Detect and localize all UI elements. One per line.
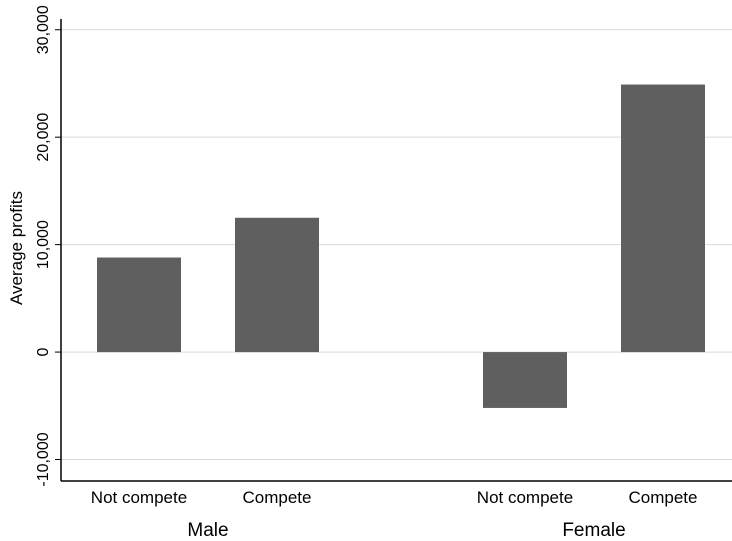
category-label: Compete xyxy=(243,488,312,507)
group-label: Male xyxy=(187,520,228,541)
y-ticks: -10,000 0 10,000 20,000 30,000 xyxy=(35,5,61,487)
bar-male-compete xyxy=(235,217,319,353)
y-tick-label: 0 xyxy=(35,348,52,357)
category-label: Not compete xyxy=(91,488,187,507)
bar-female-compete xyxy=(621,84,705,353)
bar-male-not-compete xyxy=(97,257,181,353)
bar-female-not-compete xyxy=(483,352,567,408)
y-tick-label: -10,000 xyxy=(35,432,52,486)
group-label: Female xyxy=(562,520,625,541)
y-axis-title: Average profits xyxy=(7,191,26,305)
y-tick-label: 20,000 xyxy=(35,113,52,162)
bars xyxy=(97,84,705,408)
axes xyxy=(60,19,732,482)
y-tick-label: 10,000 xyxy=(35,220,52,269)
category-label: Compete xyxy=(629,488,698,507)
category-label: Not compete xyxy=(477,488,573,507)
y-tick-label: 30,000 xyxy=(35,5,52,54)
